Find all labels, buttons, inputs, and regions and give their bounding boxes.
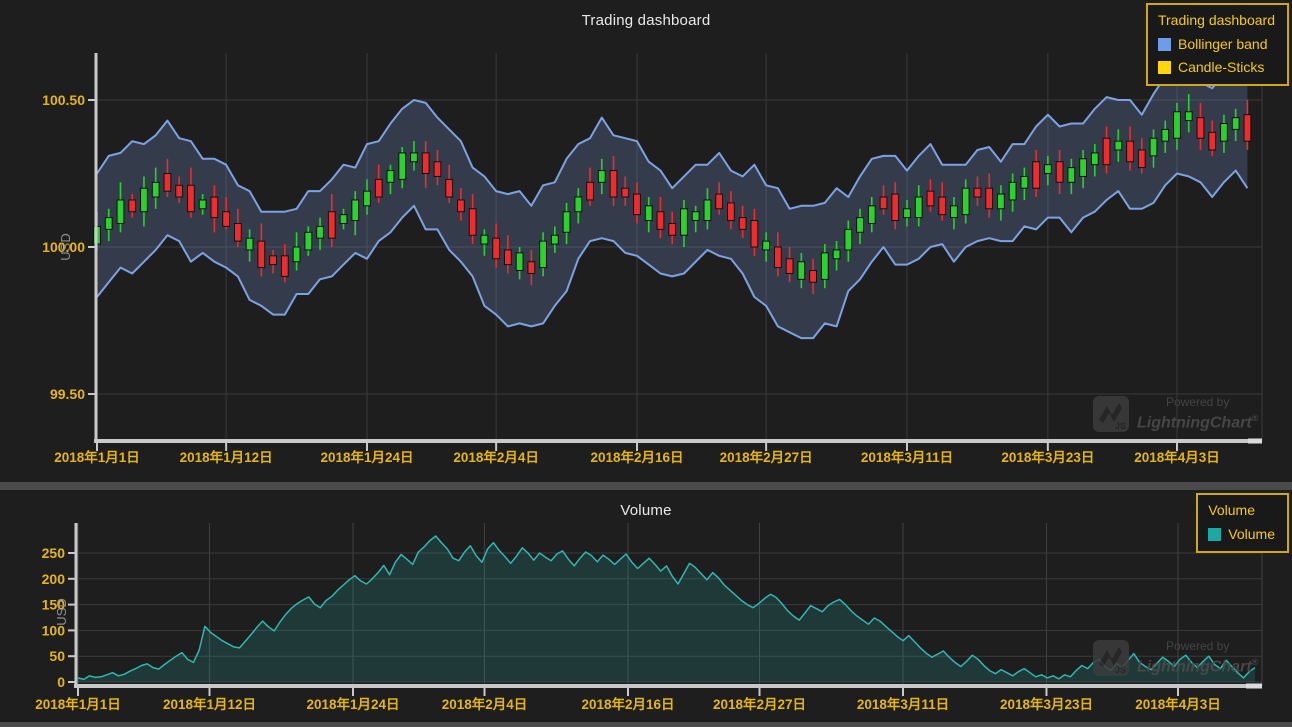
lightningchart-watermark: JS Powered by LightningChart® — [1093, 639, 1259, 677]
volume-panel: Volume 0 50 100 150 200 250 2018年1月1日 2018年1月12… — [0, 490, 1292, 722]
bollinger-lower-line — [96, 169, 1249, 340]
gridlines — [76, 523, 1263, 686]
legend-item-label: Volume — [1228, 526, 1275, 542]
bollinger-upper-line — [96, 60, 1248, 213]
y-tick-label: 100.50 — [42, 92, 85, 108]
legend-title: Trading dashboard — [1157, 12, 1275, 28]
legend-item-label: Bollinger band — [1177, 36, 1268, 52]
x-tick-label: 2018年1月24日 — [306, 696, 399, 712]
volume-chart-canvas[interactable]: 0 50 100 150 200 250 2018年1月1日 2018年1月12日 2018年1… — [0, 490, 1292, 722]
y-tick-label: 100 — [42, 622, 66, 638]
y-axis-title: USD — [58, 233, 73, 260]
y-tick-label: 99.50 — [50, 386, 85, 402]
volume-line — [77, 535, 1256, 681]
axes: 100.50 100.00 99.50 2018年1月1日 2018年1月12日 2018… — [42, 53, 1262, 465]
trading-dashboard-panel: Trading dashboard 100.50 100.00 99.50 2018年… — [0, 0, 1292, 482]
lightningchart-watermark: JS Powered by LightningChart® — [1093, 395, 1259, 433]
legend-trading-dashboard[interactable]: Trading dashboard Bollinger band Candle-… — [1145, 3, 1289, 86]
volume-title: Volume — [620, 502, 672, 519]
x-tick-label: 2018年1月1日 — [54, 449, 140, 465]
legend-item-label: Candle-Sticks — [1177, 59, 1265, 75]
axes: 0 50 100 150 200 250 2018年1月1日 2018年1月12日 2018年1… — [35, 523, 1262, 712]
volume-area — [78, 536, 1255, 682]
x-tick-label: 2018年3月11日 — [857, 696, 949, 712]
trading-dashboard-title: Trading dashboard — [581, 12, 711, 29]
x-tick-label: 2018年3月23日 — [1000, 696, 1093, 712]
bollinger-band-swatch-icon — [1157, 37, 1171, 51]
x-tick-label: 2018年2月16日 — [590, 449, 683, 465]
x-tick-label: 2018年1月12日 — [180, 449, 273, 465]
price-chart-canvas[interactable]: 100.50 100.00 99.50 2018年1月1日 2018年1月12日 2018… — [0, 0, 1292, 482]
x-tick-label: 2018年1月12日 — [163, 696, 256, 712]
brand-text: LightningChart® — [1137, 657, 1259, 676]
lightningchart-logo-icon: JS — [1093, 396, 1129, 433]
x-tick-label: 2018年2月16日 — [581, 696, 674, 712]
volume-swatch-icon — [1208, 527, 1222, 541]
y-tick-label: 250 — [42, 545, 66, 561]
x-tick-label: 2018年2月27日 — [720, 449, 813, 465]
x-tick-label: 2018年3月23日 — [1001, 449, 1094, 465]
x-tick-label: 2018年1月24日 — [320, 449, 413, 465]
powered-by-text: Powered by — [1165, 639, 1230, 653]
x-tick-label: 2018年3月11日 — [861, 449, 953, 465]
legend-volume[interactable]: Volume Volume — [1196, 493, 1289, 553]
legend-title: Volume — [1208, 502, 1255, 518]
x-tick-label: 2018年1月1日 — [35, 696, 121, 712]
powered-by-text: Powered by — [1165, 395, 1230, 409]
bollinger-band-area — [97, 61, 1248, 339]
legend-item-candle-sticks[interactable]: Candle-Sticks — [1157, 59, 1275, 75]
candle-sticks-swatch-icon — [1157, 60, 1171, 74]
y-tick-label: 0 — [57, 674, 65, 690]
y-axis-title: USD — [54, 598, 69, 625]
legend-item-volume[interactable]: Volume — [1208, 526, 1275, 542]
x-tick-label: 2018年2月4日 — [442, 696, 528, 712]
brand-text: LightningChart® — [1137, 413, 1259, 432]
y-tick-label: 50 — [49, 648, 65, 664]
y-tick-label: 200 — [42, 571, 66, 587]
lightningchart-logo-icon: JS — [1093, 640, 1129, 677]
logo-js-text: JS — [1114, 665, 1126, 676]
x-tick-label: 2018年4月3日 — [1134, 449, 1220, 465]
y-tick-label: 100.00 — [42, 239, 85, 255]
logo-js-text: JS — [1114, 421, 1126, 432]
x-tick-label: 2018年2月27日 — [713, 696, 806, 712]
x-tick-label: 2018年4月3日 — [1135, 696, 1221, 712]
legend-item-bollinger-band[interactable]: Bollinger band — [1157, 36, 1275, 52]
candlestick-series — [93, 94, 1252, 295]
y-tick-label: 150 — [42, 597, 66, 613]
x-tick-label: 2018年2月4日 — [453, 449, 539, 465]
